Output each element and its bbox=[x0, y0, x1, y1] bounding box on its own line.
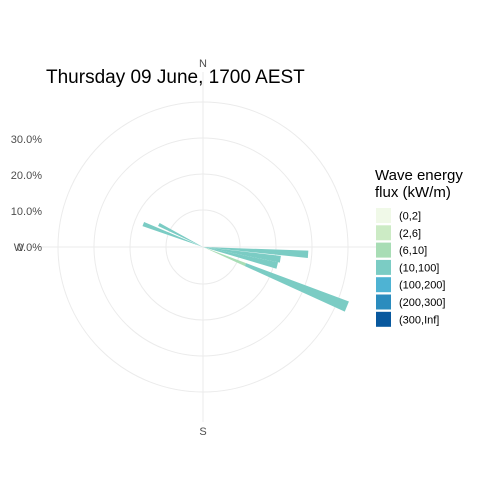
radial-tick-label-0: 0.0% bbox=[17, 242, 42, 254]
legend-label-0: (0,2] bbox=[399, 211, 421, 223]
legend-key-0 bbox=[376, 208, 391, 223]
bar-2-segment-3 bbox=[203, 247, 281, 263]
legend-key-4 bbox=[376, 277, 391, 293]
legend-key-2 bbox=[376, 242, 391, 258]
chart-title: Thursday 09 June, 1700 AEST bbox=[46, 67, 305, 88]
bar-0-segment-3 bbox=[244, 263, 349, 312]
bars-layer bbox=[142, 221, 349, 312]
bar-1-segment-3 bbox=[203, 247, 309, 259]
radial-tick-labels: 0.0% 10.0% 20.0% 30.0% bbox=[11, 134, 42, 254]
legend-label-2: (6,10] bbox=[399, 245, 427, 257]
legend-key-3 bbox=[376, 259, 391, 275]
direction-labels: NESW bbox=[14, 58, 391, 438]
legend-label-4: (100,200] bbox=[399, 280, 445, 292]
direction-label-w: W bbox=[14, 242, 25, 254]
direction-label-s: S bbox=[199, 426, 206, 438]
legend-title-line-2: flux (kW/m) bbox=[375, 184, 451, 201]
direction-label-n: N bbox=[199, 58, 207, 70]
legend-label-1: (2,6] bbox=[399, 228, 421, 240]
legend-items: (0,2] (2,6] (6,10] (10,100] (100,200] (200,30… bbox=[376, 208, 445, 327]
bar-0-segment-2 bbox=[203, 247, 247, 267]
legend-label-5: (200,300] bbox=[399, 297, 445, 309]
legend-title-line-1: Wave energy bbox=[375, 167, 463, 184]
legend-key-6 bbox=[376, 311, 391, 327]
legend-label-3: (10,100] bbox=[399, 262, 439, 274]
bar-4-segment-3 bbox=[142, 221, 203, 247]
bar-5-segment-3 bbox=[158, 222, 203, 247]
radial-tick-label-2: 20.0% bbox=[11, 170, 42, 182]
legend-key-1 bbox=[376, 225, 391, 241]
radial-tick-label-3: 30.0% bbox=[11, 134, 42, 146]
polar-grid bbox=[28, 72, 378, 422]
legend-key-5 bbox=[376, 294, 391, 310]
legend-label-6: (300,Inf] bbox=[399, 314, 439, 326]
radial-tick-label-1: 10.0% bbox=[11, 206, 42, 218]
legend: Wave energy flux (kW/m) (0,2] (2,6] (6,10]… bbox=[375, 167, 463, 327]
bar-3-segment-3 bbox=[203, 247, 279, 269]
